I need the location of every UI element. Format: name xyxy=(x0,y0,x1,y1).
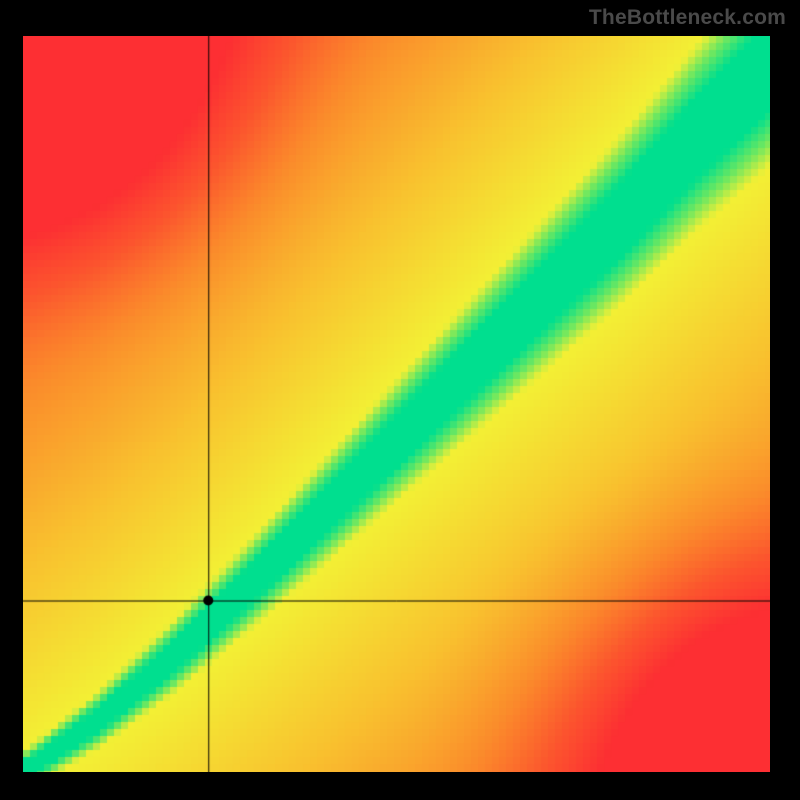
watermark-text: TheBottleneck.com xyxy=(589,6,786,30)
page-root: TheBottleneck.com xyxy=(0,0,800,800)
heatmap-canvas xyxy=(23,36,770,772)
chart-frame xyxy=(23,36,770,772)
heatmap-canvas-holder xyxy=(23,36,770,772)
